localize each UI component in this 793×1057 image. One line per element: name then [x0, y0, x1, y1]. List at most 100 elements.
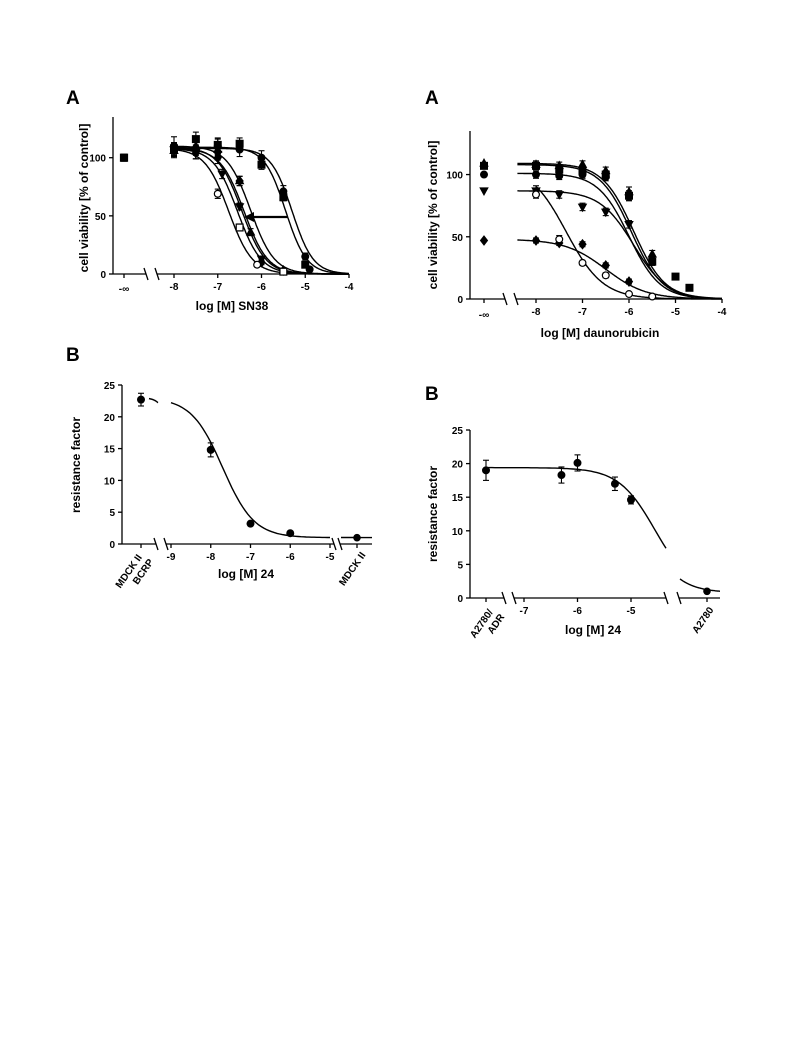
x-axis-break-mark: [331, 537, 337, 551]
chart-sn38: A cell viability [% of control] log [M] …: [66, 88, 354, 313]
y-tick-label: 10: [452, 527, 464, 538]
data-point: [531, 159, 541, 168]
data-point: [554, 160, 565, 170]
data-point: [234, 203, 245, 212]
control-point: [119, 153, 129, 162]
y-tick-label: 20: [452, 460, 464, 471]
x-tick-label: -4: [345, 282, 354, 293]
y-axis-title: resistance factor: [69, 417, 83, 513]
data-point: [213, 152, 222, 164]
data-point: [169, 144, 179, 155]
data-point-neg-inf: [479, 187, 489, 197]
y-tick-label: 0: [109, 540, 115, 551]
chart-daunorubicin: A cell viability [% of control] log [M] …: [425, 88, 727, 340]
x-axis-break-mark: [501, 591, 507, 605]
data-point: [624, 192, 633, 201]
data-point: [577, 159, 588, 168]
x-axis-break-mark: [143, 267, 149, 281]
data-point-neg-inf: [479, 235, 489, 246]
data-point: [257, 256, 266, 268]
chart-resistance-factor-a2780: B resistance factor log [M] 24 A2780/ AD…: [425, 384, 720, 648]
data-point: [600, 165, 611, 175]
panel-label: A: [66, 88, 80, 109]
y-tick-label: 25: [104, 381, 116, 392]
y-axis-title: resistance factor: [426, 466, 440, 562]
x-tick-label: -6: [257, 282, 266, 293]
x-axis-break-mark: [153, 537, 159, 551]
y-tick-label: 25: [452, 426, 464, 437]
data-point: [191, 147, 201, 159]
y-axis-title: cell viability [% of control]: [426, 141, 440, 290]
data-point: [685, 283, 694, 292]
data-point: [246, 519, 255, 528]
y-tick-label: 50: [452, 233, 464, 244]
y-axis-title: cell viability [% of control]: [77, 124, 91, 273]
x-tick-label: -5: [326, 552, 335, 563]
right-category-label: A2780: [691, 605, 717, 636]
x-tick-label: -7: [520, 606, 529, 617]
data-point: [573, 458, 582, 467]
left-category-label: A2780/ ADR: [468, 605, 507, 648]
y-tick-label: 100: [89, 154, 106, 165]
x-tick-label: -6: [286, 552, 295, 563]
fit-curve: [517, 172, 722, 300]
data-point: [554, 191, 565, 200]
data-point: [624, 221, 634, 230]
data-point-neg-inf: [480, 170, 489, 179]
y-tick-label: 0: [100, 270, 106, 281]
x-axis-title: log [M] 24: [565, 623, 621, 637]
x-axis-title: log [M] daunorubicin: [541, 326, 660, 340]
x-axis-break-mark: [663, 591, 669, 605]
data-point: [531, 190, 540, 199]
data-point: [624, 290, 633, 299]
x-tick-label: -5: [627, 606, 636, 617]
y-tick-label: 15: [452, 493, 464, 504]
data-point: [245, 226, 256, 236]
x-tick-label: -5: [301, 282, 310, 293]
chart-resistance-factor-mdck: B resistance factor log [M] 24 MDCK II B…: [66, 345, 372, 590]
data-point: [647, 248, 658, 258]
y-tick-label: 100: [446, 171, 463, 182]
x-tick-label: -5: [671, 307, 680, 318]
x-tick-label-neg-inf: -∞: [479, 310, 489, 321]
y-tick-label: 10: [104, 476, 116, 487]
data-point: [557, 471, 566, 480]
x-tick-label: -6: [573, 606, 582, 617]
data-point: [610, 479, 619, 488]
y-tick-label: 0: [457, 295, 463, 306]
data-point: [578, 258, 587, 267]
data-point: [624, 276, 634, 287]
fit-curve: [486, 466, 667, 549]
data-point: [257, 160, 266, 169]
x-axis-title: log [M] 24: [218, 567, 274, 581]
data-point: [577, 203, 588, 213]
data-point: [213, 189, 222, 198]
x-tick-label-neg-inf: -∞: [119, 284, 129, 295]
y-tick-label: 0: [457, 594, 463, 605]
data-point: [648, 292, 657, 301]
x-axis-break-mark: [502, 292, 508, 306]
panel-label: A: [425, 88, 439, 109]
data-point: [648, 257, 657, 266]
fit-curve: [148, 397, 159, 404]
data-point-neg-inf: [479, 158, 489, 167]
data-point: [531, 235, 541, 246]
data-point: [671, 272, 680, 281]
data-point: [253, 260, 262, 269]
x-axis-title: log [M] SN38: [196, 299, 269, 313]
data-point: [235, 139, 244, 148]
y-tick-label: 20: [104, 413, 116, 424]
data-point: [235, 175, 244, 187]
data-point: [531, 170, 540, 179]
x-tick-label: -7: [213, 282, 222, 293]
data-point-left-category: [137, 395, 146, 404]
x-tick-label: -8: [170, 282, 179, 293]
data-point: [301, 260, 310, 269]
data-point: [601, 259, 610, 271]
x-tick-label: -8: [206, 552, 215, 563]
fit-curve: [679, 578, 720, 592]
data-point: [555, 235, 564, 244]
panel-label: B: [66, 345, 80, 366]
data-point: [626, 495, 635, 504]
data-point: [286, 529, 295, 538]
